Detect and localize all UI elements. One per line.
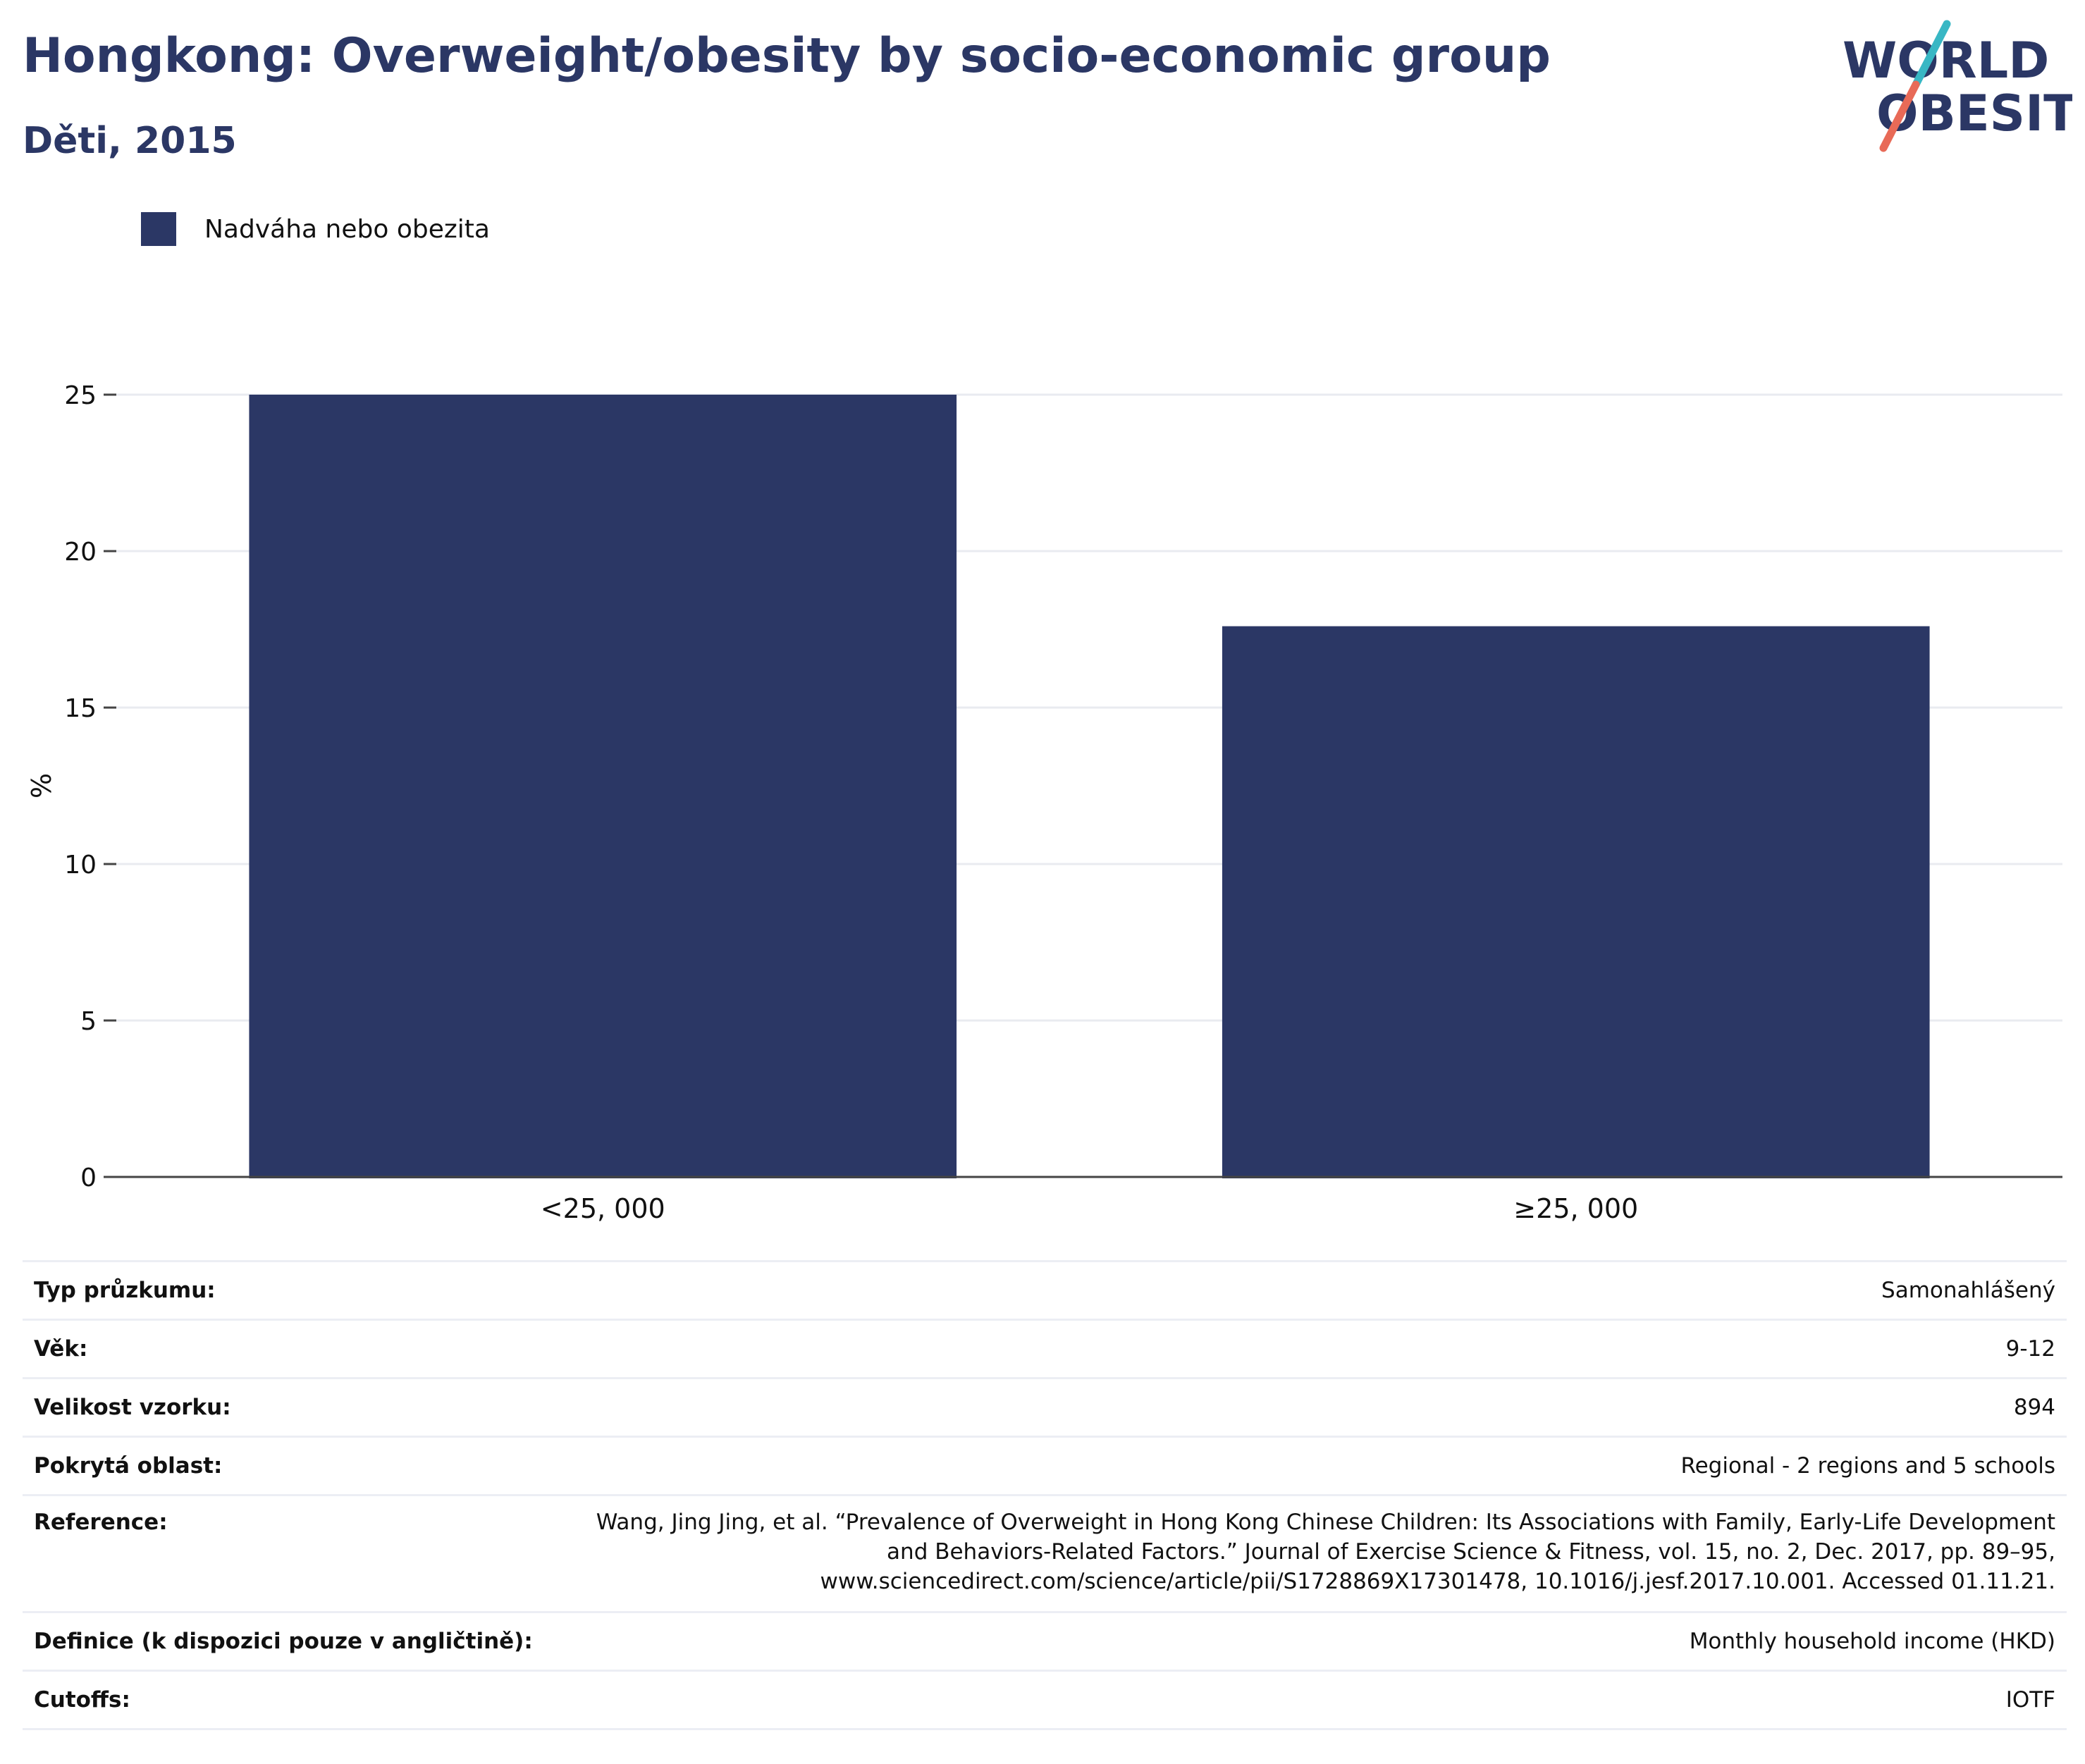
metadata-table: Typ průzkumu: Samonahlášený Věk: 9-12 Veliko… bbox=[23, 1260, 2067, 1730]
metadata-value-line: Wang, Jing Jing, et al. “Prevalence of O… bbox=[596, 1510, 2055, 1535]
x-tick-label: <25, 000 bbox=[541, 1193, 665, 1224]
chart-title: Hongkong: Overweight/obesity by socio-ec… bbox=[23, 28, 1551, 84]
metadata-value: 894 bbox=[554, 1377, 2067, 1437]
logo-slash-top bbox=[1912, 20, 1951, 89]
logo-line2: OBESITY bbox=[1876, 85, 2072, 142]
bar-chart: 0 5 10 15 20 25 <25, 000 ≥25, 000% bbox=[26, 381, 2062, 1224]
metadata-value: Wang, Jing Jing, et al. “Prevalence of O… bbox=[554, 1494, 2067, 1612]
metadata-row: Věk: 9-12 bbox=[23, 1319, 2067, 1378]
bar bbox=[249, 395, 957, 1178]
metadata-row: Typ průzkumu: Samonahlášený bbox=[23, 1260, 2067, 1320]
metadata-key: Věk: bbox=[23, 1319, 555, 1378]
metadata-key: Cutoffs: bbox=[23, 1670, 555, 1730]
legend: Nadváha nebo obezita bbox=[141, 209, 490, 249]
metadata-key: Typ průzkumu: bbox=[23, 1260, 555, 1320]
logo-line1: WORLD bbox=[1843, 32, 2049, 90]
metadata-key: Definice (k dispozici pouze v angličtině… bbox=[23, 1611, 555, 1671]
metadata-key: Velikost vzorku: bbox=[23, 1377, 555, 1437]
metadata-key: Reference: bbox=[23, 1494, 555, 1612]
y-tick-label: 25 bbox=[64, 381, 97, 410]
metadata-row: Pokrytá oblast: Regional - 2 regions and … bbox=[23, 1436, 2067, 1495]
metadata-value: Regional - 2 regions and 5 schools bbox=[554, 1436, 2067, 1495]
metadata-value: Monthly household income (HKD) bbox=[554, 1611, 2067, 1671]
metadata-value: Samonahlášený bbox=[554, 1260, 2067, 1320]
world-obesity-logo: WORLD OBESITY bbox=[1843, 20, 2072, 152]
metadata-value: IOTF bbox=[554, 1670, 2067, 1730]
x-tick-label: ≥25, 000 bbox=[1513, 1193, 1638, 1224]
metadata-key: Pokrytá oblast: bbox=[23, 1436, 555, 1495]
metadata-row: Definice (k dispozici pouze v angličtině… bbox=[23, 1611, 2067, 1671]
metadata-value-line: and Behaviors-Related Factors.” Journal … bbox=[887, 1539, 2055, 1565]
legend-label: Nadváha nebo obezita bbox=[204, 214, 490, 244]
y-tick-label: 5 bbox=[80, 1007, 97, 1036]
logo-slash-bottom bbox=[1879, 80, 1920, 152]
bar bbox=[1222, 626, 1930, 1178]
legend-swatch bbox=[141, 212, 176, 246]
y-tick-label: 15 bbox=[64, 694, 97, 723]
metadata-value: 9-12 bbox=[554, 1319, 2067, 1378]
y-tick-label: 0 bbox=[80, 1164, 97, 1192]
y-tick-label: 10 bbox=[64, 851, 97, 880]
chart-subtitle: Děti, 2015 bbox=[23, 120, 237, 162]
metadata-row: Reference: Wang, Jing Jing, et al. “Preva… bbox=[23, 1494, 2067, 1612]
y-axis-label: % bbox=[26, 773, 57, 798]
metadata-row: Velikost vzorku: 894 bbox=[23, 1377, 2067, 1437]
y-tick-label: 20 bbox=[64, 538, 97, 567]
metadata-row: Cutoffs: IOTF bbox=[23, 1670, 2067, 1730]
metadata-value-line: www.sciencedirect.com/science/article/pi… bbox=[820, 1569, 2055, 1594]
